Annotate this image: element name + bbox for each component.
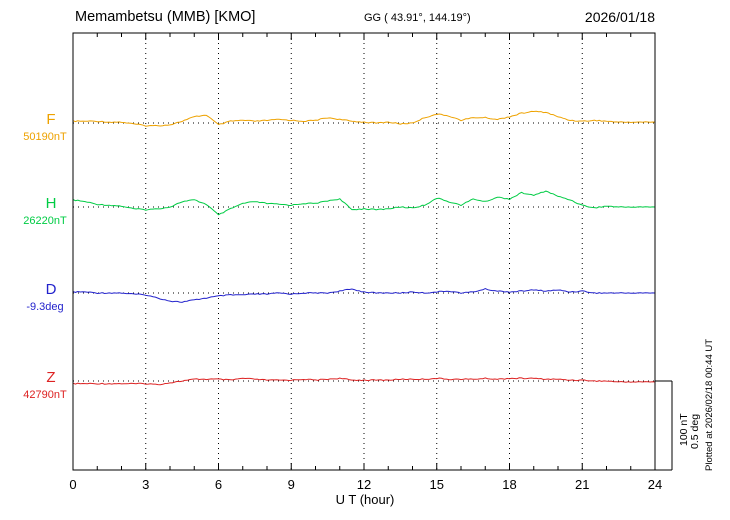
x-axis-title: U T (hour) xyxy=(335,492,395,507)
component-label-F: F xyxy=(46,111,55,128)
plotted-at-note: Plotted at 2026/02/18 00:44 UT xyxy=(704,338,715,471)
geographic-coords: GG ( 43.91°, 144.19°) xyxy=(364,12,471,24)
trace-Z xyxy=(72,377,656,386)
x-tick-label: 3 xyxy=(142,477,149,492)
x-tick-label: 0 xyxy=(69,477,76,492)
component-label-Z: Z xyxy=(46,369,55,386)
x-tick-label: 9 xyxy=(288,477,295,492)
x-tick-label: 6 xyxy=(215,477,222,492)
trace-D xyxy=(72,288,656,303)
component-base-F: 50190nT xyxy=(23,131,67,143)
trace-H xyxy=(72,190,656,216)
x-tick-label: 24 xyxy=(648,477,662,492)
x-tick-label: 21 xyxy=(575,477,589,492)
x-tick-label: 12 xyxy=(357,477,371,492)
x-tick-label: 15 xyxy=(430,477,444,492)
scale-label-deg: 0.5 deg xyxy=(689,413,701,449)
component-label-D: D xyxy=(46,281,57,298)
component-base-Z: 42790nT xyxy=(23,389,67,401)
plot-date: 2026/01/18 xyxy=(584,9,655,25)
station-title: Memambetsu (MMB) [KMO] xyxy=(75,9,256,25)
trace-F xyxy=(72,110,656,127)
component-label-H: H xyxy=(46,195,57,212)
component-base-H: 26220nT xyxy=(23,215,67,227)
x-tick-label: 18 xyxy=(502,477,516,492)
component-base-D: -9.3deg xyxy=(26,301,63,313)
